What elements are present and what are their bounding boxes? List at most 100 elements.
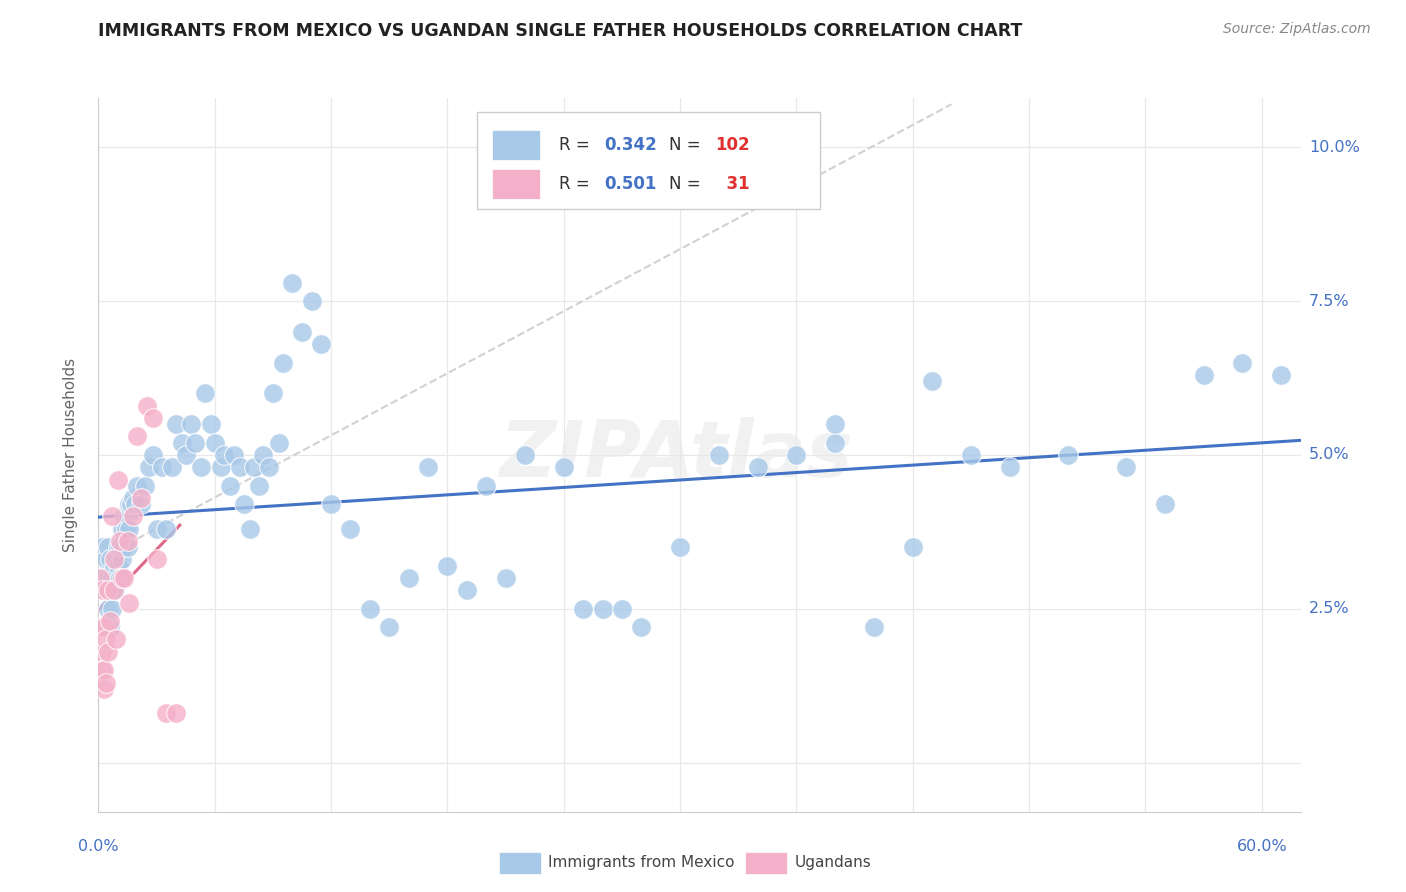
Point: [93, 663, 115, 677]
Text: 5.0%: 5.0%: [1309, 448, 1350, 462]
Point: [901, 540, 924, 554]
Point: [416, 460, 439, 475]
Point: [252, 448, 274, 462]
Point: [1057, 448, 1080, 462]
Point: [572, 601, 595, 615]
Point: [319, 497, 342, 511]
Text: 10.0%: 10.0%: [1309, 140, 1360, 155]
Text: 0.342: 0.342: [605, 136, 657, 154]
Point: [785, 448, 807, 462]
Point: [378, 620, 401, 634]
Point: [101, 601, 124, 615]
FancyBboxPatch shape: [492, 169, 540, 199]
Point: [117, 540, 139, 554]
Point: [101, 571, 124, 585]
Text: 31: 31: [716, 175, 749, 193]
Point: [108, 571, 131, 585]
Point: [122, 491, 145, 505]
Point: [398, 571, 420, 585]
Point: [107, 540, 129, 554]
Point: [138, 460, 160, 475]
Point: [111, 571, 134, 585]
Point: [1115, 460, 1137, 475]
Point: [204, 435, 226, 450]
Point: [91, 645, 114, 659]
Point: [495, 571, 517, 585]
Text: Ugandans: Ugandans: [794, 855, 872, 870]
Point: [291, 325, 314, 339]
Point: [93, 571, 115, 585]
Point: [165, 706, 187, 721]
Point: [135, 399, 157, 413]
Point: [114, 522, 136, 536]
Text: Immigrants from Mexico: Immigrants from Mexico: [548, 855, 735, 870]
Point: [301, 294, 323, 309]
Point: [513, 448, 536, 462]
Point: [118, 596, 141, 610]
Text: Source: ZipAtlas.com: Source: ZipAtlas.com: [1223, 22, 1371, 37]
Text: 102: 102: [716, 136, 749, 154]
Point: [127, 429, 149, 443]
Point: [103, 583, 125, 598]
Point: [174, 448, 197, 462]
Point: [165, 417, 187, 432]
Point: [209, 460, 232, 475]
Point: [553, 460, 575, 475]
Point: [97, 540, 120, 554]
Point: [214, 448, 236, 462]
Y-axis label: Single Father Households: Single Father Households: [63, 358, 77, 552]
Point: [630, 620, 652, 634]
Text: 60.0%: 60.0%: [1236, 839, 1286, 855]
Point: [145, 552, 167, 566]
Point: [104, 571, 127, 585]
Point: [247, 478, 270, 492]
Point: [134, 478, 156, 492]
Point: [242, 460, 264, 475]
Point: [98, 552, 121, 566]
Point: [152, 460, 174, 475]
Point: [824, 417, 846, 432]
Point: [200, 417, 222, 432]
Point: [475, 478, 498, 492]
Point: [194, 386, 217, 401]
Point: [104, 552, 127, 566]
Point: [91, 663, 114, 677]
Point: [257, 460, 280, 475]
Point: [998, 460, 1021, 475]
Point: [232, 497, 254, 511]
Point: [97, 601, 120, 615]
Point: [103, 583, 125, 598]
Point: [112, 540, 135, 554]
Point: [184, 435, 207, 450]
Point: [111, 522, 134, 536]
Point: [180, 417, 202, 432]
Text: IMMIGRANTS FROM MEXICO VS UGANDAN SINGLE FATHER HOUSEHOLDS CORRELATION CHART: IMMIGRANTS FROM MEXICO VS UGANDAN SINGLE…: [98, 22, 1022, 40]
Point: [103, 552, 125, 566]
Point: [108, 534, 131, 549]
Point: [103, 558, 125, 573]
Point: [145, 522, 167, 536]
Point: [96, 632, 118, 647]
Text: R =: R =: [558, 136, 595, 154]
Point: [610, 601, 633, 615]
Point: [155, 706, 177, 721]
Point: [89, 620, 111, 634]
Text: R =: R =: [558, 175, 595, 193]
Point: [960, 448, 983, 462]
Point: [707, 448, 730, 462]
Point: [96, 675, 118, 690]
FancyBboxPatch shape: [492, 130, 540, 161]
Point: [239, 522, 262, 536]
Point: [98, 620, 121, 634]
Point: [101, 583, 124, 598]
Point: [456, 583, 478, 598]
Point: [311, 337, 333, 351]
Point: [117, 534, 139, 549]
Point: [229, 460, 252, 475]
Point: [1153, 497, 1175, 511]
Point: [107, 473, 129, 487]
Point: [107, 558, 129, 573]
Point: [170, 435, 193, 450]
FancyBboxPatch shape: [477, 112, 820, 209]
Point: [129, 491, 152, 505]
